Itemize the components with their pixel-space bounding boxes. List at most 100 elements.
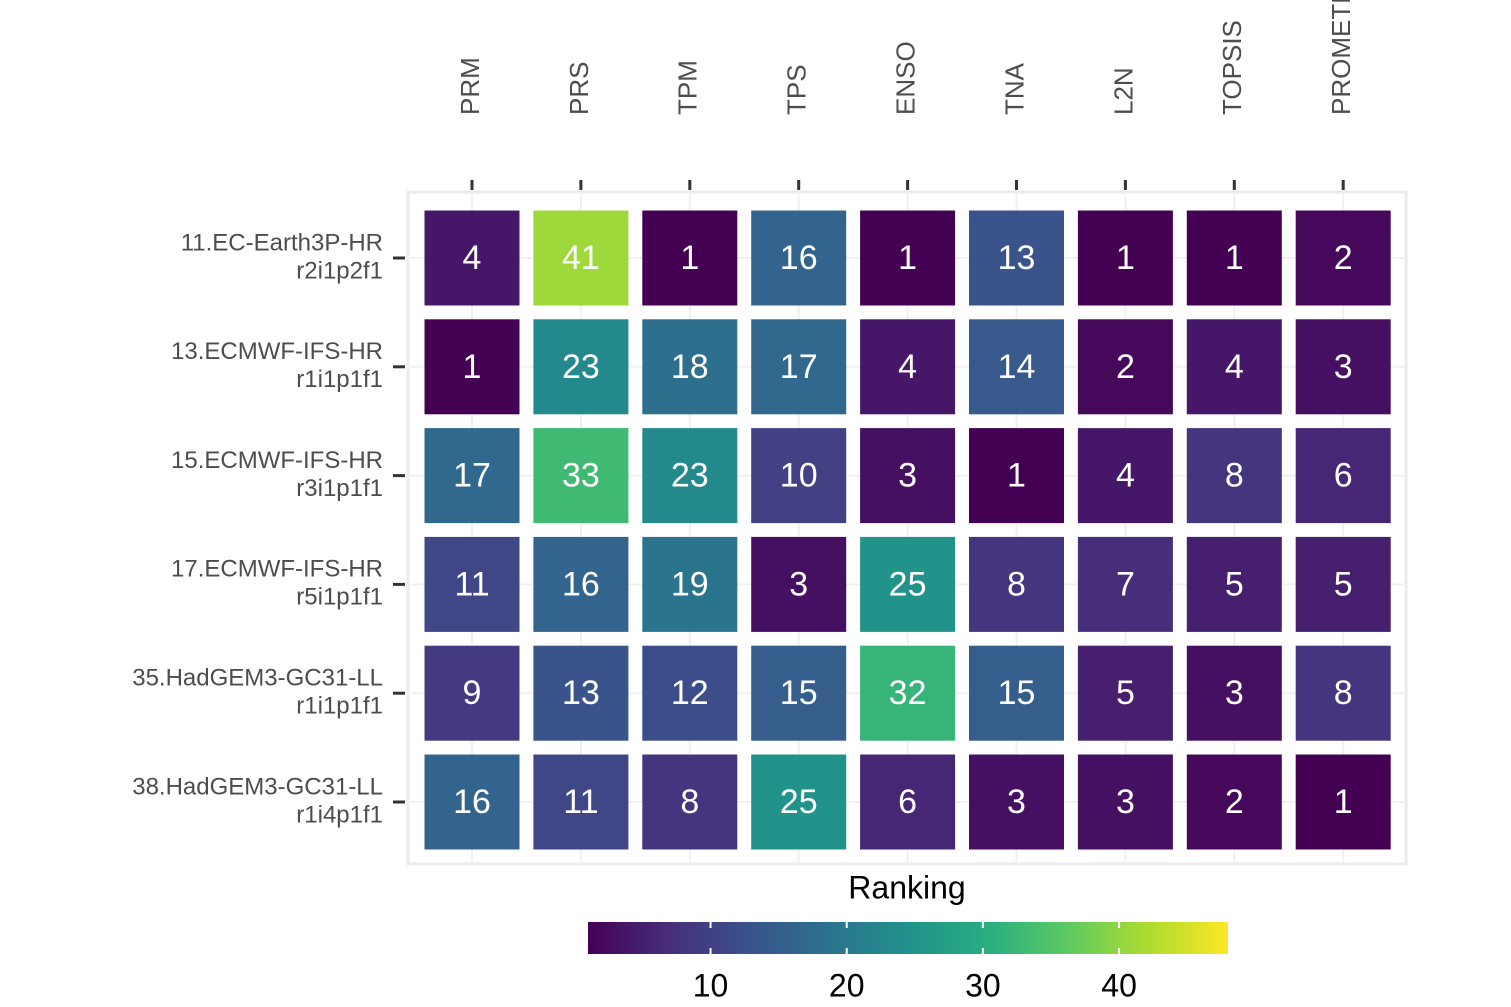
cell-label: 4 (1225, 348, 1244, 386)
heatmap-cell (860, 428, 956, 524)
heatmap-cell (1295, 645, 1391, 741)
heatmap-cell (533, 536, 629, 632)
cell-label: 25 (889, 565, 927, 603)
y-tick-label: 35.HadGEM3-GC31-LL (132, 665, 383, 692)
cell-label: 13 (998, 239, 1036, 277)
heatmap-cell (1295, 210, 1391, 306)
x-tick-label: TPM (673, 60, 703, 115)
heatmap-cell (533, 428, 629, 524)
cell-label: 13 (562, 674, 600, 712)
heatmap-cell (969, 754, 1064, 850)
heatmap-cell (1295, 754, 1391, 850)
cell-label: 12 (671, 674, 709, 712)
y-tick-label: 15.ECMWF-IFS-HR (171, 447, 383, 474)
cell-label: 5 (1116, 674, 1135, 712)
cell-label: 3 (898, 457, 917, 495)
cell-label: 16 (453, 783, 491, 821)
colorbar-tick-label: 10 (693, 967, 729, 1003)
cell-label: 32 (889, 674, 927, 712)
cell-label: 25 (780, 783, 818, 821)
cell-label: 18 (671, 348, 709, 386)
cell-label: 15 (998, 674, 1036, 712)
colorbar-tick-label: 30 (965, 967, 1001, 1003)
cell-label: 33 (562, 457, 600, 495)
cell-label: 1 (680, 239, 699, 277)
heatmap-cell (969, 210, 1064, 306)
heatmap-cell (860, 319, 956, 415)
cell-label: 3 (1334, 348, 1353, 386)
cell-label: 17 (453, 457, 491, 495)
heatmap-cell (751, 428, 847, 524)
heatmap-cell (533, 210, 629, 306)
heatmap-cell (751, 536, 847, 632)
heatmap-cell (751, 319, 847, 415)
cell-label: 9 (463, 674, 482, 712)
heatmap-cell (1077, 645, 1173, 741)
cell-label: 16 (562, 565, 600, 603)
heatmap-cell (1186, 645, 1282, 741)
y-tick-label: r1i1p1f1 (296, 693, 383, 720)
cell-label: 5 (1225, 565, 1244, 603)
heatmap-cell (751, 210, 847, 306)
cell-label: 4 (898, 348, 917, 386)
cell-label: 1 (463, 348, 482, 386)
cell-label: 5 (1334, 565, 1353, 603)
x-tick-label: L2N (1108, 67, 1138, 115)
cell-label: 41 (562, 239, 600, 277)
heatmap-cell (1186, 754, 1282, 850)
y-tick-label: 11.EC-Earth3P-HR (181, 229, 383, 256)
heatmap-cell (1077, 210, 1173, 306)
cell-label: 8 (1334, 674, 1353, 712)
cell-label: 19 (671, 565, 709, 603)
cell-label: 8 (680, 783, 699, 821)
x-tick-label: TOPSIS (1217, 20, 1247, 115)
cell-label: 16 (780, 239, 818, 277)
heatmap-cell (860, 536, 956, 632)
heatmap-cell (424, 428, 520, 524)
y-tick-label: r5i1p1f1 (296, 584, 383, 611)
y-tick-label: r1i4p1f1 (296, 801, 383, 828)
heatmap-cell (751, 754, 847, 850)
y-tick-label: 13.ECMWF-IFS-HR (171, 338, 383, 365)
heatmap-cell (969, 319, 1064, 415)
x-tick-label: TNA (999, 62, 1029, 115)
colorbar-tick-label: 20 (829, 967, 865, 1003)
heatmap-cell (1077, 319, 1173, 415)
heatmap-cell (642, 428, 738, 524)
cell-label: 15 (780, 674, 818, 712)
heatmap-cell (969, 645, 1064, 741)
y-tick-label: r1i1p1f1 (296, 366, 383, 393)
cell-label: 1 (1225, 239, 1244, 277)
cell-label: 2 (1116, 348, 1135, 386)
cell-label: 2 (1225, 783, 1244, 821)
colorbar (588, 922, 1228, 954)
cell-label: 3 (1225, 674, 1244, 712)
cell-label: 3 (1007, 783, 1026, 821)
cell-label: 6 (898, 783, 917, 821)
cell-label: 1 (1116, 239, 1135, 277)
cell-label: 17 (780, 348, 818, 386)
heatmap-cell (642, 319, 738, 415)
cell-label: 1 (1007, 457, 1026, 495)
heatmap-cell (860, 645, 956, 741)
cell-label: 8 (1225, 457, 1244, 495)
heatmap-cell (860, 754, 956, 850)
cell-label: 23 (562, 348, 600, 386)
heatmap-cell (533, 645, 629, 741)
x-tick-label: ENSO (890, 41, 920, 115)
heatmap-cell (424, 645, 520, 741)
cell-label: 11 (454, 565, 489, 603)
heatmap-cell (1077, 428, 1173, 524)
heatmap-cell (424, 319, 520, 415)
heatmap-cell (1077, 754, 1173, 850)
heatmap-cell (1186, 210, 1282, 306)
cell-label: 23 (671, 457, 709, 495)
cell-label: 6 (1334, 457, 1353, 495)
heatmap-cell (424, 754, 520, 850)
heatmap-cell (1077, 536, 1173, 632)
cell-label: 1 (1334, 783, 1353, 821)
heatmap-cell (751, 645, 847, 741)
heatmap-cell (642, 536, 738, 632)
cell-label: 14 (998, 348, 1036, 386)
